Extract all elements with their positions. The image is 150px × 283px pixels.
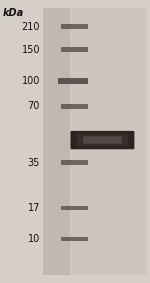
Text: 10: 10 xyxy=(28,234,40,244)
FancyBboxPatch shape xyxy=(70,131,134,149)
Text: 100: 100 xyxy=(22,76,40,86)
FancyBboxPatch shape xyxy=(83,136,122,144)
FancyBboxPatch shape xyxy=(83,136,122,144)
Text: 210: 210 xyxy=(21,22,40,32)
FancyBboxPatch shape xyxy=(61,104,88,109)
FancyBboxPatch shape xyxy=(43,8,147,275)
Text: 17: 17 xyxy=(28,203,40,213)
Text: 150: 150 xyxy=(21,44,40,55)
FancyBboxPatch shape xyxy=(61,160,88,165)
FancyBboxPatch shape xyxy=(61,237,88,241)
Text: 35: 35 xyxy=(28,158,40,168)
FancyBboxPatch shape xyxy=(77,134,128,146)
Text: kDa: kDa xyxy=(3,8,24,18)
FancyBboxPatch shape xyxy=(61,47,88,52)
Text: 70: 70 xyxy=(28,101,40,111)
FancyBboxPatch shape xyxy=(77,134,128,146)
FancyBboxPatch shape xyxy=(58,78,88,84)
FancyBboxPatch shape xyxy=(43,8,70,275)
FancyBboxPatch shape xyxy=(70,8,147,275)
FancyBboxPatch shape xyxy=(61,206,88,210)
FancyBboxPatch shape xyxy=(61,24,88,29)
